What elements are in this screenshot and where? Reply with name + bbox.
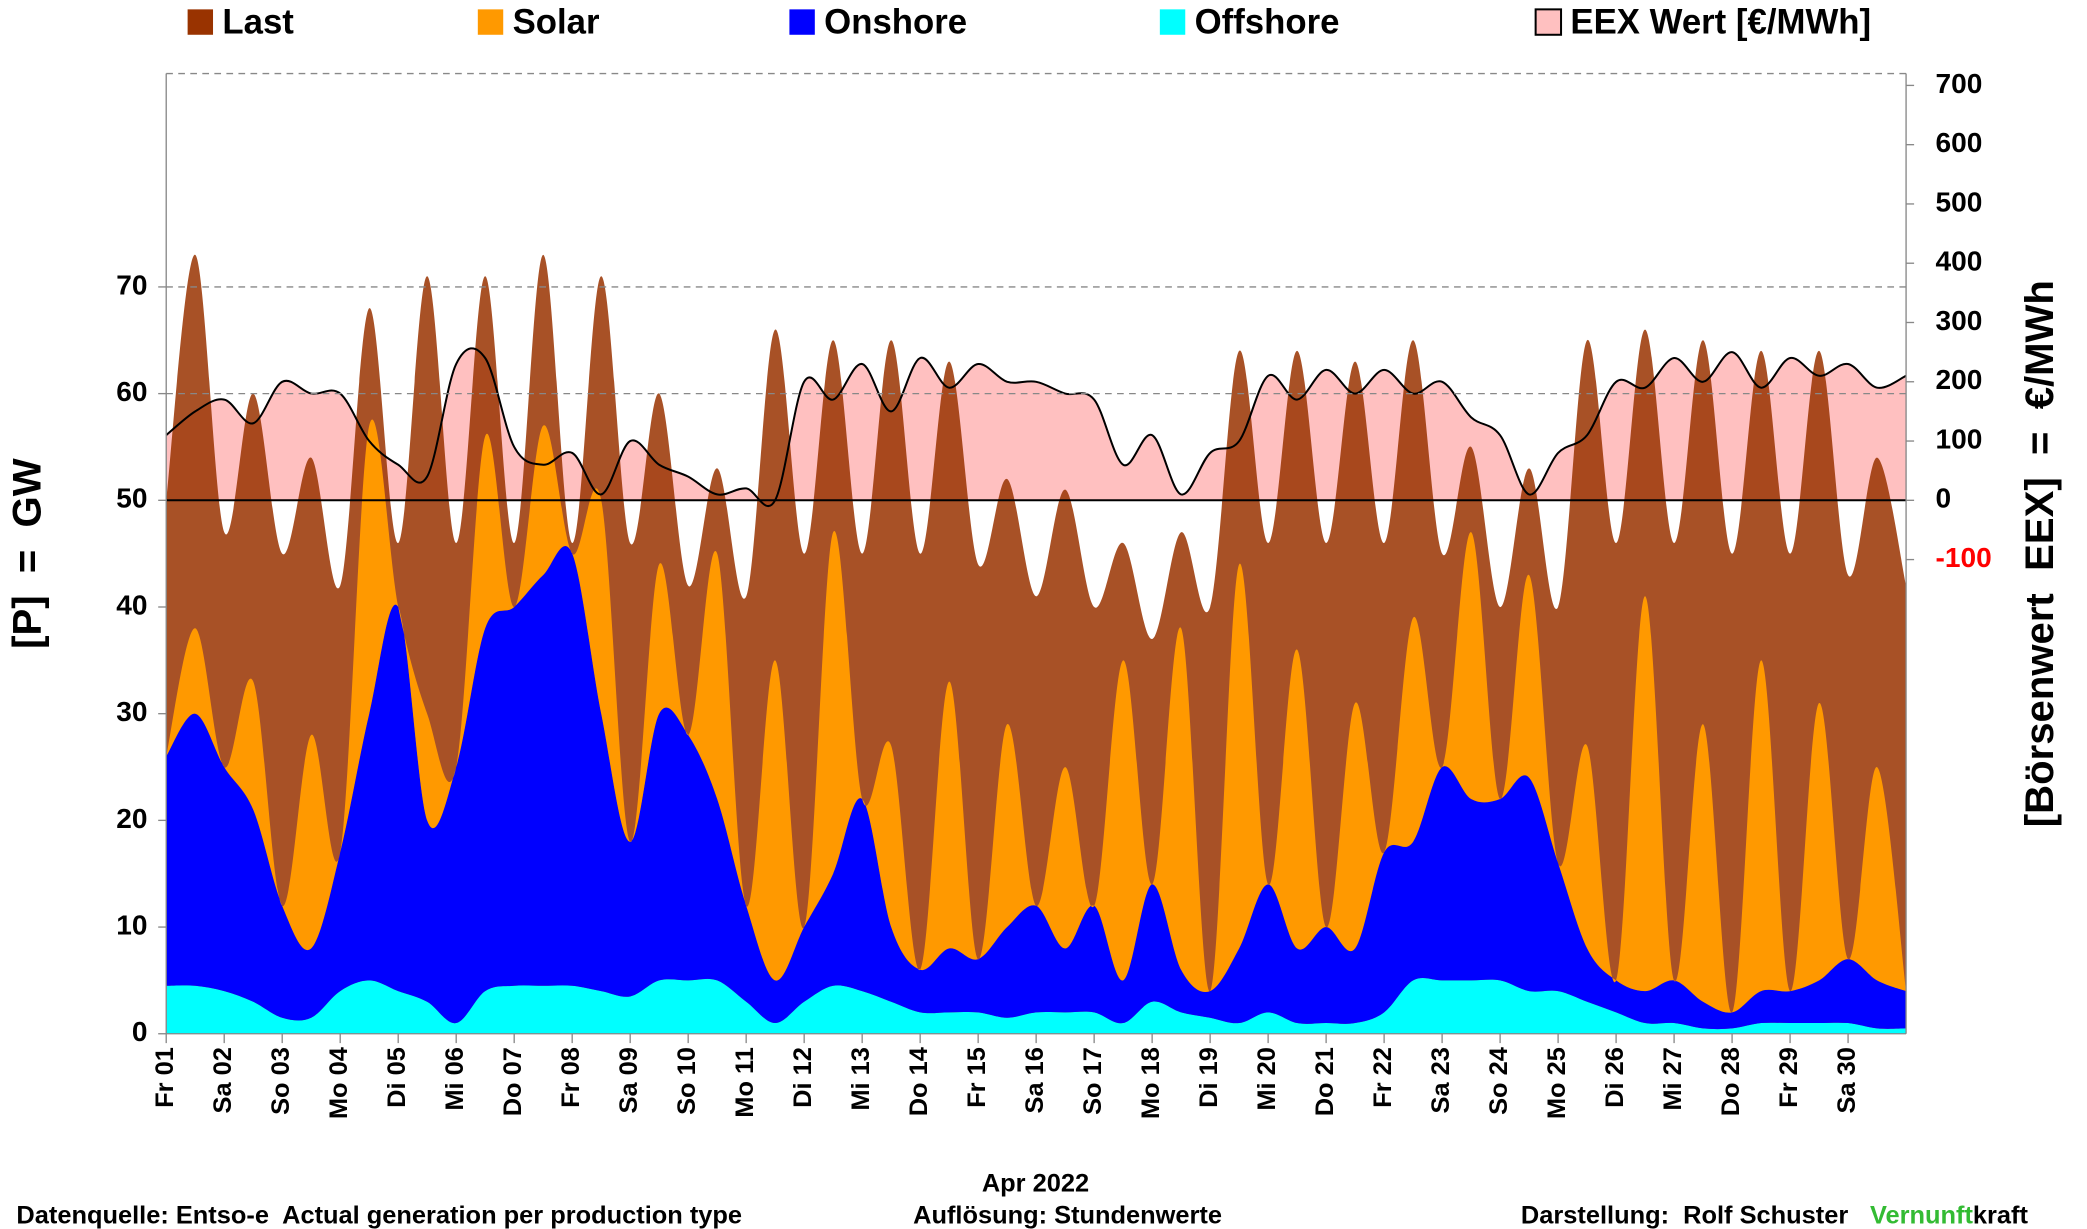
x-tick-label: Do 14	[905, 1047, 933, 1116]
x-axis-title: Apr 2022	[982, 1170, 1089, 1198]
footer-source: Datenquelle: Entso-e Actual generation p…	[16, 1202, 742, 1229]
y2-tick-label: 600	[1935, 127, 1982, 158]
y-tick-label: 70	[116, 269, 147, 300]
y-tick-label: 20	[116, 803, 147, 834]
x-tick-label: So 17	[1079, 1047, 1107, 1115]
legend-swatch	[1534, 8, 1563, 36]
generation-area	[166, 419, 1907, 1013]
generation-area	[166, 545, 1907, 1030]
x-tick-label: Fr 08	[557, 1047, 585, 1108]
legend-label: Offshore	[1195, 3, 1340, 41]
legend-swatch	[187, 9, 214, 35]
x-tick-label: Do 07	[499, 1047, 527, 1116]
x-tick-label: Do 28	[1717, 1047, 1745, 1116]
y-tick-label: 40	[116, 589, 147, 620]
x-tick-label: Di 19	[1195, 1047, 1223, 1108]
footer-author: Darstellung: Rolf Schuster	[1521, 1202, 1848, 1229]
y2-tick-label: 200	[1935, 364, 1982, 395]
price-line	[165, 347, 1907, 508]
y-tick-label: 0	[132, 1016, 148, 1047]
x-tick-label: Mi 20	[1253, 1047, 1281, 1111]
y2-axis-title: [Börsenwert EEX] = €/MWh	[2018, 280, 2062, 827]
x-tick-label: Sa 16	[1021, 1047, 1049, 1113]
y-tick-label: 30	[116, 696, 147, 727]
x-tick-label: So 03	[267, 1047, 295, 1115]
x-tick-label: Sa 02	[209, 1047, 237, 1113]
legend-label: Last	[222, 3, 294, 41]
x-tick-label: Sa 09	[615, 1047, 643, 1113]
y2-tick-label: 400	[1935, 246, 1982, 277]
x-tick-label: Do 21	[1311, 1047, 1339, 1116]
x-tick-label: Fr 22	[1369, 1047, 1397, 1108]
x-tick-label: Sa 30	[1833, 1047, 1861, 1113]
y2-tick-label: 100	[1935, 423, 1982, 454]
legend-swatch	[789, 9, 815, 35]
x-tick-label: Fr 01	[151, 1047, 179, 1108]
y2-tick-label: 500	[1935, 186, 1982, 217]
x-tick-label: Mo 25	[1543, 1047, 1571, 1119]
legend-swatch	[477, 9, 504, 35]
x-tick-label: So 24	[1485, 1047, 1513, 1115]
brand-rest: kraft	[1973, 1202, 2029, 1229]
brand-green: Vernunft	[1870, 1202, 1974, 1229]
y2-tick-label: 300	[1935, 305, 1982, 336]
y-tick-label: 60	[116, 376, 147, 407]
footer-brand: Vernunftkraft	[1870, 1202, 2029, 1229]
x-tick-label: Mi 27	[1659, 1047, 1687, 1111]
y2-tick-label: 0	[1935, 483, 1951, 514]
x-tick-label: Mi 06	[441, 1047, 469, 1111]
x-tick-label: Mo 04	[325, 1047, 353, 1119]
legend-label: EEX Wert [€/MWh]	[1570, 3, 1871, 41]
y2-tick-label: -100	[1935, 542, 1991, 573]
legend-label: Onshore	[824, 3, 967, 41]
x-tick-label: Mi 13	[847, 1047, 875, 1111]
x-tick-label: Di 26	[1601, 1047, 1629, 1108]
y-axis-title: [P] = GW	[6, 458, 50, 649]
x-tick-label: Mo 11	[731, 1047, 759, 1118]
x-tick-label: Mo 18	[1137, 1047, 1165, 1119]
x-tick-label: Fr 15	[963, 1047, 991, 1108]
x-tick-label: Di 05	[383, 1047, 411, 1108]
generation-area	[166, 978, 1907, 1034]
legend-swatch	[1159, 9, 1186, 35]
legend-label: Solar	[513, 3, 600, 41]
x-tick-label: Sa 23	[1427, 1047, 1455, 1113]
y-tick-label: 50	[116, 483, 147, 514]
x-tick-label: Di 12	[789, 1047, 817, 1108]
x-tick-label: Fr 29	[1775, 1047, 1803, 1108]
footer-resolution: Auflösung: Stundenwerte	[913, 1202, 1222, 1229]
y2-tick-label: 700	[1935, 68, 1982, 99]
y-tick-label: 10	[116, 909, 147, 940]
x-tick-label: So 10	[673, 1047, 701, 1115]
